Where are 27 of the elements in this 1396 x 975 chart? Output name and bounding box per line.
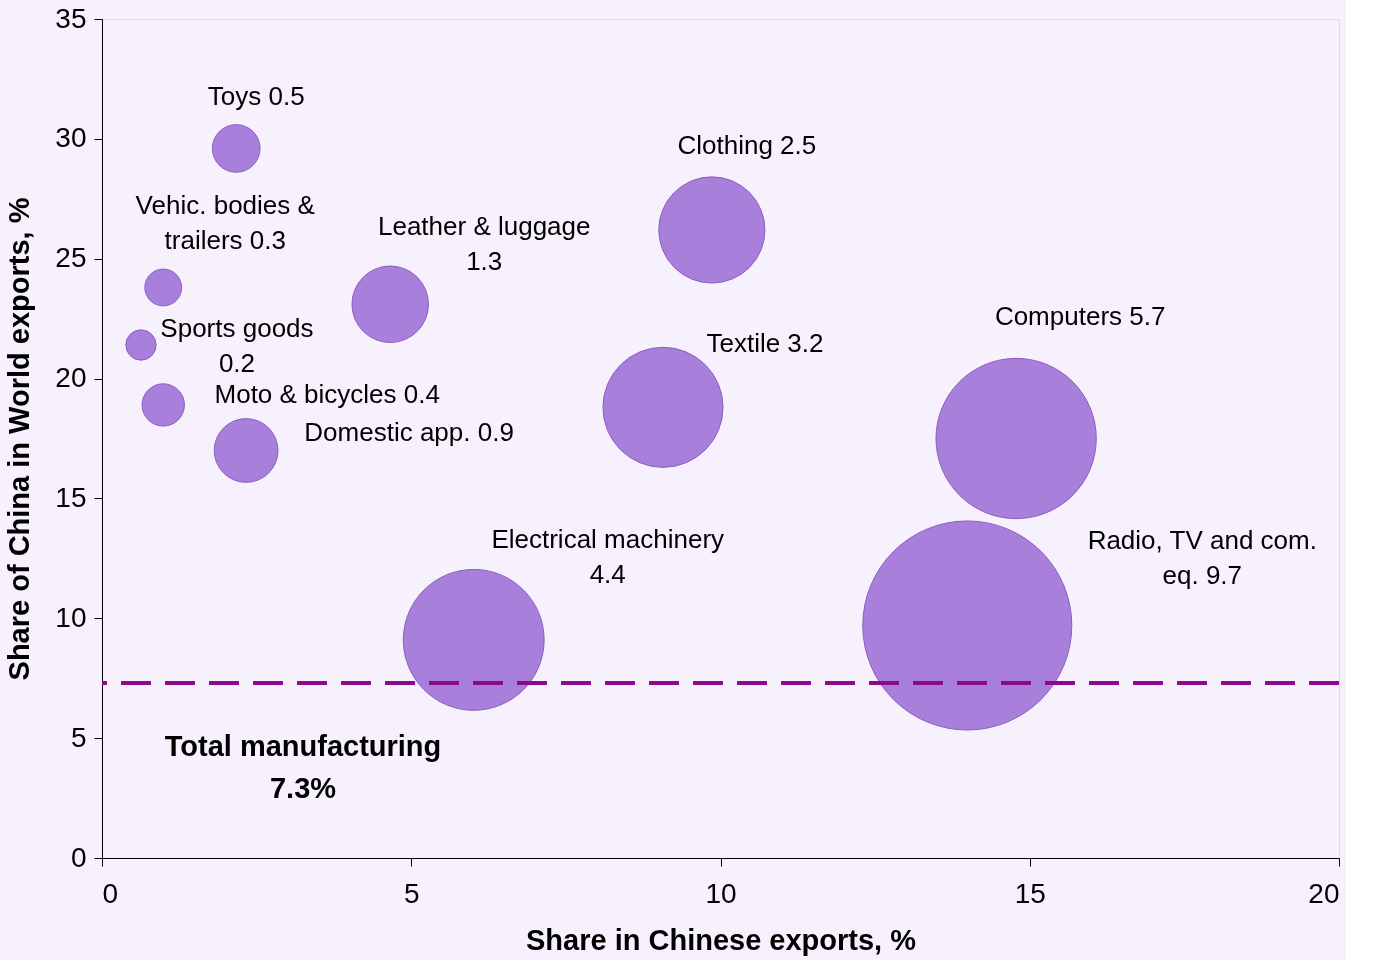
x-tick-label: 5 (403, 877, 420, 909)
annotation: Textile 3.2 (706, 328, 824, 359)
ref-line-label: Total manufacturing 7.3% (164, 730, 442, 805)
x-tick-label: 15 (1014, 877, 1046, 909)
y-tick-label: 30 (55, 122, 87, 154)
y-tick-label: 20 (55, 362, 87, 394)
annotation: Computers 5.7 (994, 300, 1166, 331)
y-axis-title: Share of China in World exports, % (3, 197, 36, 681)
y-tick-label: 15 (55, 481, 87, 513)
annotation: Toys 0.5 (207, 81, 305, 112)
y-tick-label: 5 (70, 721, 87, 753)
y-tick-label: 35 (55, 2, 87, 34)
x-tick-label: 0 (102, 877, 119, 909)
annotation: Electrical machinery 4.4 (491, 523, 725, 589)
x-tick-label: 20 (1308, 877, 1340, 909)
annotation: Moto & bicycles 0.4 (214, 378, 440, 409)
annotation: Clothing 2.5 (677, 129, 817, 160)
y-tick-label: 10 (55, 601, 87, 633)
y-tick-label: 25 (55, 242, 87, 274)
annotation: Domestic app. 0.9 (304, 417, 514, 448)
annotation: Leather & luggage 1.3 (377, 211, 591, 277)
annotation: Vehic. bodies & trailers 0.3 (135, 190, 315, 256)
x-tick-label: 10 (705, 877, 737, 909)
annotation: Sports goods 0.2 (160, 313, 314, 379)
x-axis-title: Share in Chinese exports, % (525, 923, 917, 956)
y-tick-label: 0 (70, 841, 87, 873)
annotation: Radio, TV and com. eq. 9.7 (1087, 525, 1317, 591)
